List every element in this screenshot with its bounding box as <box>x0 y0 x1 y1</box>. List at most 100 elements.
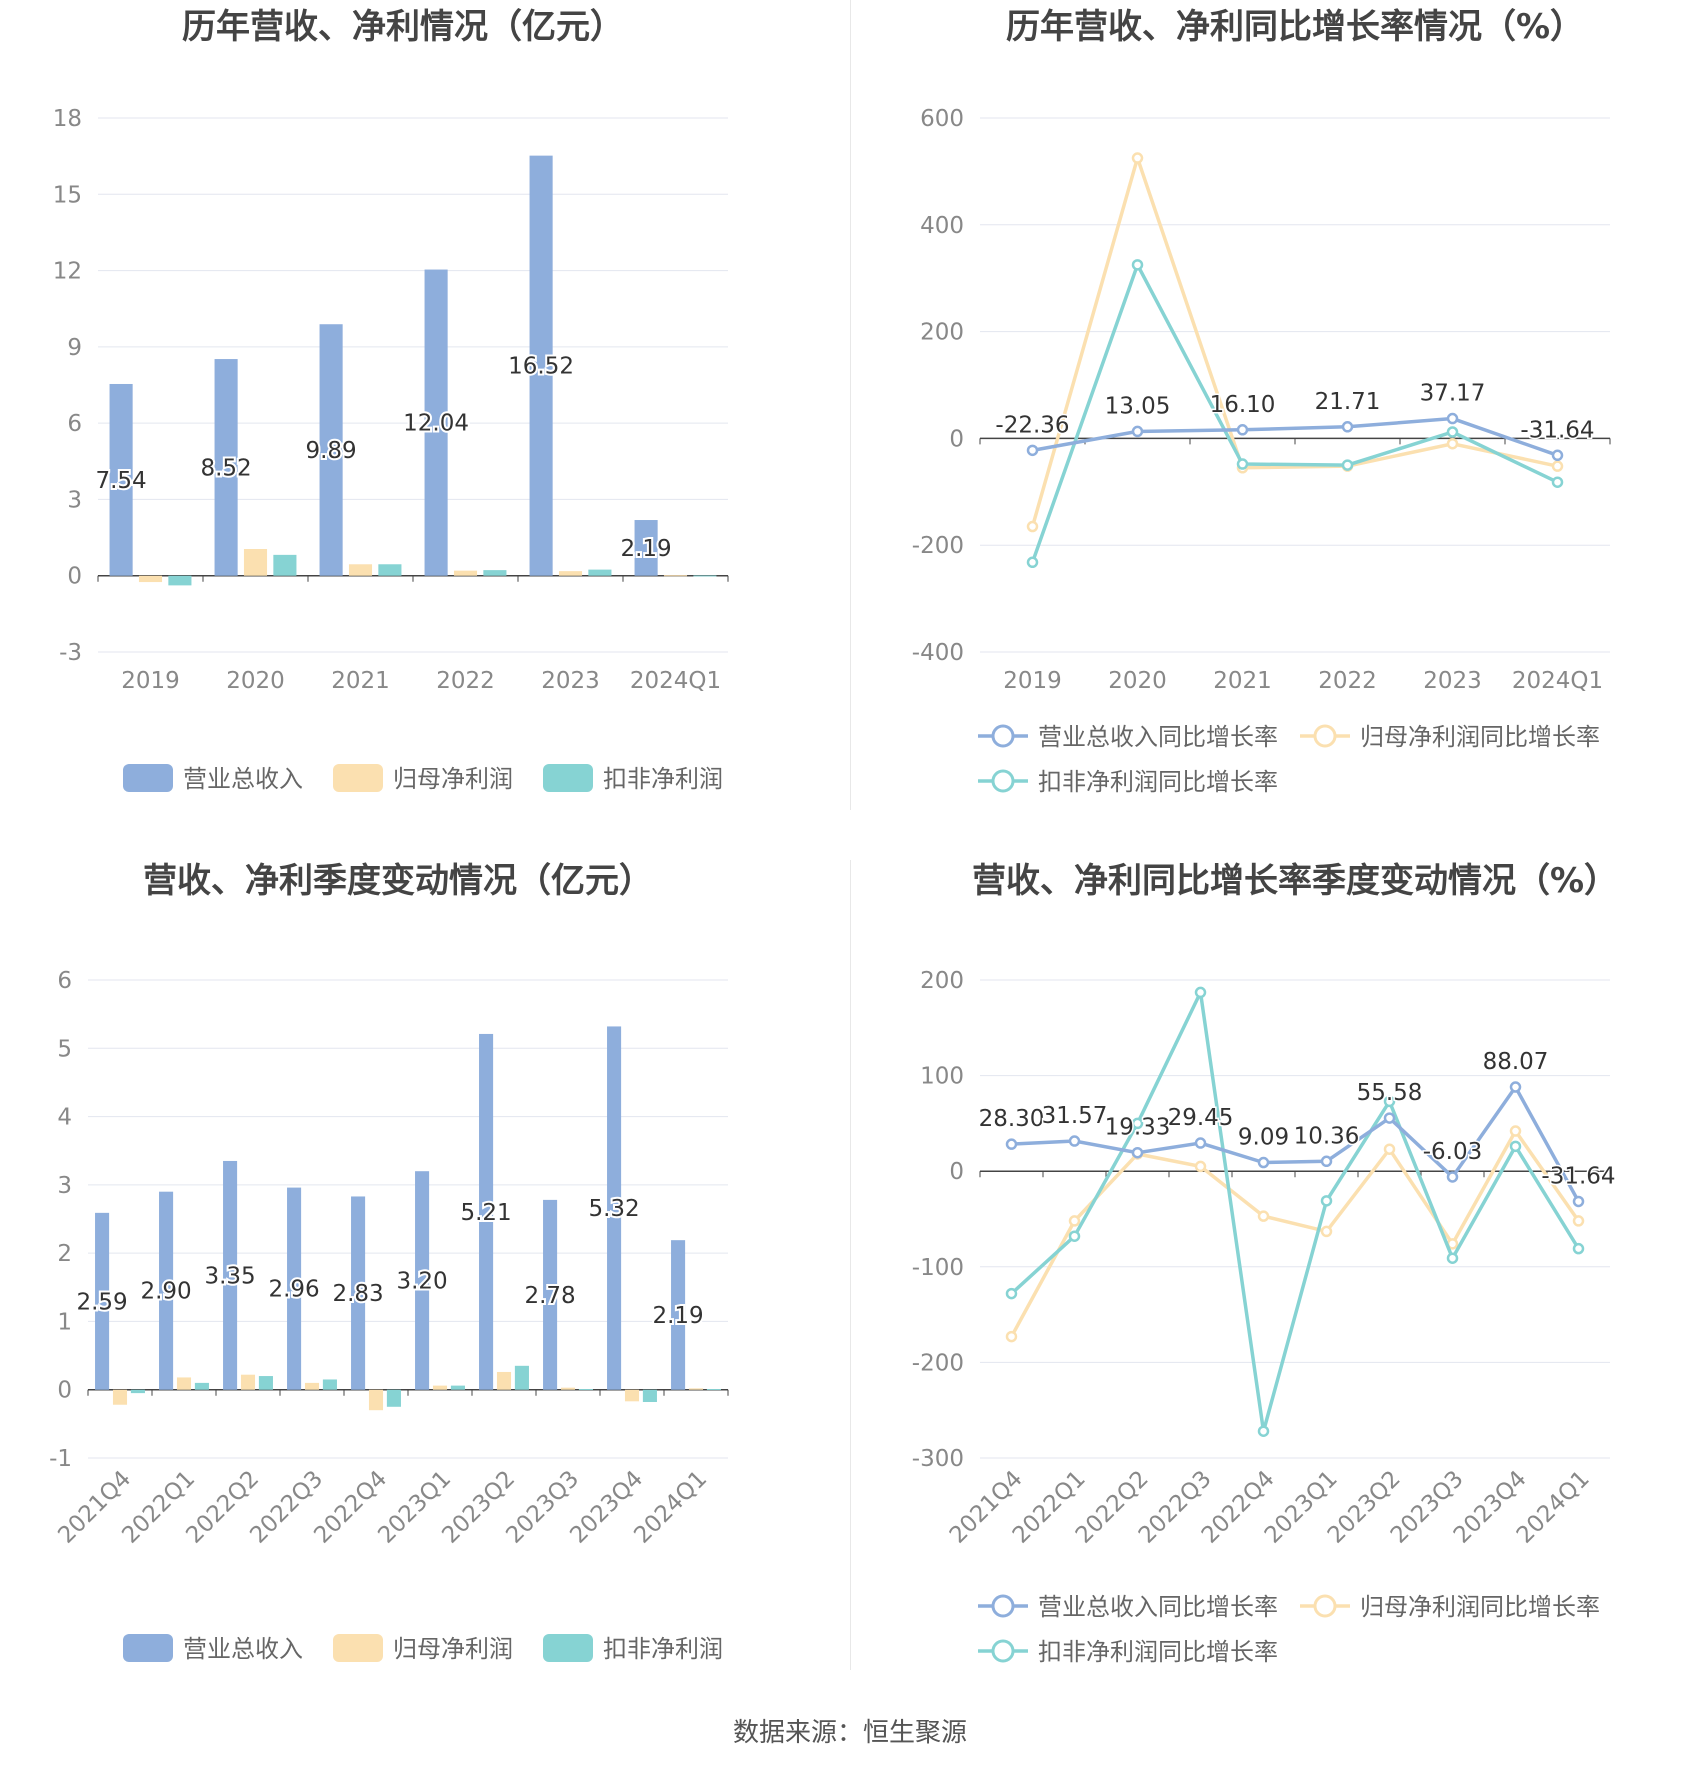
line-point <box>1446 1252 1459 1264</box>
line-data-label: 29.45 <box>1168 1105 1234 1131</box>
x-tick-label: 2023 <box>1423 668 1482 694</box>
y-tick-label: 0 <box>57 1378 72 1404</box>
legend-label: 扣非净利润同比增长率 <box>1038 1638 1278 1666</box>
line-point <box>1026 556 1039 569</box>
annual-revenue-profit-chart: 历年营收、净利情况（亿元） -3 0 3 6 9 12 15 18 2019 2020 2021 202… <box>0 0 850 850</box>
y-tick-label: 18 <box>53 106 82 132</box>
bar-data-label: 2.90 <box>140 1279 191 1305</box>
y-tick-label: 3 <box>57 1173 72 1199</box>
line-data-label: -22.36 <box>995 412 1069 438</box>
bar-revenue <box>109 383 133 576</box>
chart-title: 营收、净利季度变动情况（亿元） <box>143 861 653 901</box>
line-data-label: 9.09 <box>1238 1125 1289 1151</box>
bar-net-profit <box>496 1371 512 1390</box>
bar-revenue <box>529 155 553 576</box>
bar-data-label: 2.78 <box>524 1283 575 1309</box>
line-point <box>1383 1143 1396 1155</box>
line-revenue-growth <box>1032 416 1559 457</box>
chart-title: 历年营收、净利同比增长率情况（%） <box>1006 7 1584 47</box>
line-data-label: 21.71 <box>1315 389 1381 415</box>
bar-net-profit <box>304 1382 320 1390</box>
bar-deducted-profit <box>514 1365 529 1390</box>
bar-revenue <box>319 324 343 576</box>
line-point <box>1005 1330 1018 1343</box>
line-point <box>1068 1230 1081 1242</box>
y-tick-label: 200 <box>920 320 964 346</box>
x-tick-label: 2021 <box>331 668 390 694</box>
legend-label: 归母净利润 <box>393 765 513 793</box>
y-tick-label: -400 <box>912 640 964 666</box>
bar-data-label: 9.89 <box>305 438 356 464</box>
line-point <box>1572 1195 1585 1208</box>
line-data-label: 88.07 <box>1483 1049 1549 1075</box>
line-point <box>1194 1160 1207 1173</box>
x-tick-label: 2024Q1 <box>630 668 721 694</box>
bar-net-profit <box>243 549 268 576</box>
y-tick-label: 3 <box>67 487 82 513</box>
legend-marker <box>991 769 1015 793</box>
bar-net-profit <box>138 575 163 583</box>
line-data-label: 10.36 <box>1294 1123 1360 1149</box>
y-tick-label: -3 <box>59 640 82 666</box>
line-revenue-growth <box>1011 1083 1581 1203</box>
legend-label: 扣非净利润 <box>603 765 723 793</box>
line-point <box>1131 1146 1144 1159</box>
chart-title: 营收、净利同比增长率季度变动情况（%） <box>972 861 1618 901</box>
line-point <box>1320 1225 1333 1238</box>
bar-revenue <box>479 1033 494 1390</box>
y-tick-label: 200 <box>920 968 964 994</box>
legend-marker <box>1313 724 1337 748</box>
line-point <box>1131 425 1144 438</box>
bar-deducted-profit <box>706 1389 721 1391</box>
x-tick-label: 2023 <box>541 668 600 694</box>
y-tick-label: 6 <box>67 411 82 437</box>
vertical-divider-bottom <box>850 860 851 1670</box>
y-tick-label: 6 <box>57 968 72 994</box>
y-tick-label: 0 <box>949 1159 964 1185</box>
y-tick-label: 100 <box>920 1064 964 1090</box>
bar-data-label: 7.54 <box>95 468 146 494</box>
legend-label: 归母净利润 <box>393 1635 513 1663</box>
bar-revenue <box>159 1191 174 1390</box>
x-tick-label: 2020 <box>226 668 285 694</box>
vertical-divider-top <box>850 0 851 810</box>
x-tick-label: 2022 <box>1318 668 1377 694</box>
line-point <box>1551 476 1564 488</box>
line-point <box>1446 426 1459 438</box>
line-point <box>1257 1425 1270 1437</box>
line-point <box>1572 1242 1585 1255</box>
legend-marker <box>991 1639 1015 1663</box>
bar-data-label: 5.32 <box>588 1196 639 1222</box>
bar-data-label: 3.35 <box>204 1263 255 1289</box>
y-tick-label: 2 <box>57 1241 72 1267</box>
bar-data-label: 16.52 <box>508 354 574 380</box>
bar-data-label: 2.19 <box>652 1303 703 1329</box>
line-data-label: 55.58 <box>1357 1080 1423 1106</box>
line-point <box>1005 1287 1018 1300</box>
bar-data-label: 8.52 <box>200 455 251 481</box>
x-tick-label: 2019 <box>121 668 180 694</box>
legend-label: 营业总收入 <box>183 765 303 793</box>
bar-revenue <box>287 1187 302 1390</box>
y-tick-label: -100 <box>912 1255 964 1281</box>
line-point <box>1005 1138 1018 1150</box>
legend-label: 扣非净利润 <box>603 1635 723 1663</box>
bar-deducted-profit <box>194 1382 209 1390</box>
bar-net-profit <box>624 1389 640 1402</box>
y-tick-label: 15 <box>53 182 82 208</box>
bar-data-label: 2.83 <box>332 1281 383 1307</box>
bar-net-profit <box>112 1389 128 1405</box>
line-point <box>1236 458 1249 470</box>
bar-revenue <box>351 1196 366 1390</box>
legend-swatch <box>333 1634 383 1662</box>
line-data-label: 28.30 <box>979 1106 1045 1132</box>
line-point <box>1383 1095 1396 1108</box>
y-tick-label: 5 <box>57 1036 72 1062</box>
legend-label: 营业总收入同比增长率 <box>1038 1593 1278 1621</box>
legend-swatch <box>333 764 383 792</box>
line-point <box>1068 1135 1081 1147</box>
legend-label: 营业总收入同比增长率 <box>1038 723 1278 751</box>
bar-net-profit <box>558 571 583 576</box>
line-point <box>1131 1117 1144 1130</box>
y-tick-label: 12 <box>53 259 82 285</box>
